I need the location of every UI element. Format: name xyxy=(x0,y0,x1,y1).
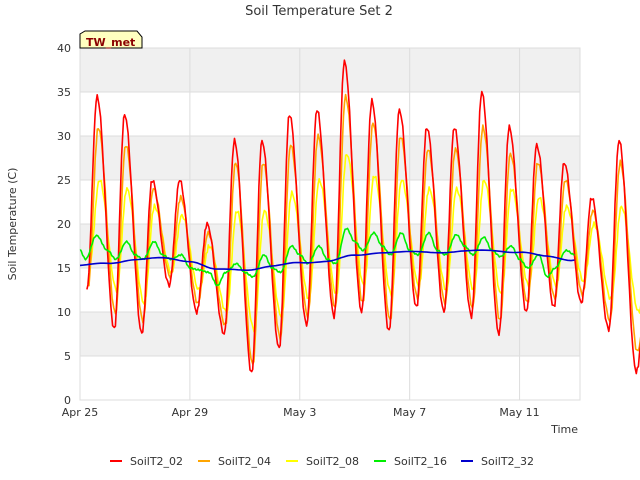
y-tick-label: 20 xyxy=(57,218,71,231)
y-tick-label: 10 xyxy=(57,306,71,319)
legend: SoilT2_02 SoilT2_04 SoilT2_08 SoilT2_16 Soil… xyxy=(110,455,534,468)
series-line-soilt2-32 xyxy=(79,249,575,271)
y-tick-label: 15 xyxy=(57,262,71,275)
y-tick-label: 35 xyxy=(57,86,71,99)
x-tick-label: May 11 xyxy=(499,406,539,419)
badge-shape xyxy=(79,30,143,49)
x-axis-label: Time xyxy=(550,423,578,436)
y-ticks: 0 5 10 15 20 25 30 35 40 xyxy=(57,42,71,407)
y-tick-label: 40 xyxy=(57,42,71,55)
series-line-soilt2-02 xyxy=(86,59,640,375)
y-tick-label: 25 xyxy=(57,174,71,187)
plot-frame xyxy=(79,47,581,401)
legend-label: SoilT2_04 xyxy=(218,455,271,468)
series-lines xyxy=(79,59,640,375)
legend-label: SoilT2_16 xyxy=(394,455,447,468)
legend-label: SoilT2_02 xyxy=(130,455,183,468)
y-tick-label: 30 xyxy=(57,130,71,143)
y-axis-label: Soil Temperature (C) xyxy=(6,168,19,281)
x-tick-label: May 3 xyxy=(283,406,316,419)
x-tick-label: Apr 25 xyxy=(62,406,99,419)
chart-title: Soil Temperature Set 2 xyxy=(245,4,393,19)
gridlines xyxy=(79,47,581,401)
legend-label: SoilT2_32 xyxy=(481,455,534,468)
legend-label: SoilT2_08 xyxy=(306,455,359,468)
series-line-soilt2-04 xyxy=(87,93,640,365)
x-tick-label: May 7 xyxy=(393,406,426,419)
station-badge: TW_met xyxy=(79,30,143,49)
plot-band xyxy=(80,48,580,92)
x-ticks: Apr 25 Apr 29 May 3 May 7 May 11 xyxy=(62,406,540,419)
plot-band xyxy=(80,136,580,180)
y-tick-label: 0 xyxy=(64,394,71,407)
badge-label: TW_met xyxy=(86,36,135,49)
x-tick-label: Apr 29 xyxy=(172,406,209,419)
series-line-soilt2-08 xyxy=(88,154,640,333)
plot-band xyxy=(80,312,580,356)
y-tick-label: 5 xyxy=(64,350,71,363)
